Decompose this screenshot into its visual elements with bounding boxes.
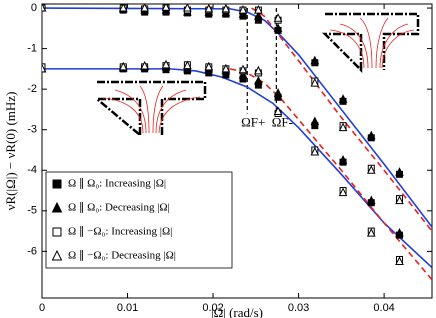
marker — [338, 94, 348, 103]
legend-box — [45, 171, 233, 269]
annotation-label: ΩF+ — [241, 114, 265, 129]
marker — [254, 75, 263, 85]
legend-marker — [51, 201, 63, 213]
marker — [221, 4, 231, 13]
marker — [118, 61, 128, 71]
marker — [310, 116, 320, 126]
y-tick-label: -4 — [27, 164, 37, 176]
marker — [238, 9, 248, 18]
marker — [273, 23, 283, 32]
marker — [395, 195, 404, 205]
legend-marker — [52, 227, 62, 237]
x-tick-label: 0.02 — [202, 302, 223, 314]
marker — [254, 4, 263, 14]
marker — [310, 55, 320, 65]
marker — [221, 63, 231, 73]
x-tick-label: 0.03 — [288, 302, 309, 314]
marker — [254, 65, 263, 75]
x-tick-label: 0.04 — [373, 302, 394, 314]
marker — [42, 4, 47, 12]
marker — [204, 4, 214, 13]
marker — [338, 122, 348, 132]
curve — [42, 7, 432, 228]
y-tick-label: -2 — [27, 83, 37, 95]
marker — [366, 195, 376, 205]
marker — [366, 165, 376, 174]
y-tick-label: -6 — [27, 245, 37, 257]
marker — [310, 77, 320, 87]
marker — [338, 187, 348, 197]
marker — [161, 59, 171, 69]
marker — [338, 155, 348, 164]
marker — [395, 167, 404, 176]
y-tick-label: -1 — [27, 43, 37, 55]
legend-label: Ω ∥ Ω₀: Decreasing |Ω| — [68, 202, 170, 214]
marker — [118, 4, 128, 12]
marker — [273, 13, 283, 22]
marker — [273, 88, 283, 97]
curve — [42, 68, 432, 269]
x-tick-label: 0 — [39, 302, 45, 314]
marker — [140, 60, 149, 70]
y-tick-label: 0 — [31, 2, 37, 14]
legend-label: Ω ∥ −Ω₀: Decreasing |Ω| — [68, 250, 176, 262]
plot-frame — [41, 3, 433, 299]
marker — [42, 63, 47, 73]
annotation-label: ΩF- — [272, 114, 293, 129]
plot-area — [42, 4, 432, 281]
curve — [229, 68, 432, 281]
marker — [183, 60, 192, 70]
x-axis-label: |Ω| (rad/s) — [211, 305, 263, 318]
inset-lower — [93, 80, 207, 138]
legend-marker — [51, 249, 63, 261]
marker — [140, 4, 149, 12]
marker — [238, 69, 248, 79]
marker — [183, 4, 192, 12]
inset-upper — [321, 12, 420, 74]
marker — [395, 256, 404, 266]
legend-marker — [52, 179, 62, 189]
marker — [366, 130, 376, 140]
legend-label: Ω ∥ Ω₀: Increasing |Ω| — [68, 178, 166, 190]
marker — [395, 227, 404, 237]
y-axis-label: νR(|Ω|) − νR(0) (mHz) — [3, 92, 18, 211]
curve — [251, 7, 432, 232]
marker — [238, 64, 248, 74]
marker — [366, 227, 376, 237]
marker — [254, 11, 263, 20]
legend-label: Ω ∥ −Ω₀: Increasing |Ω| — [68, 226, 172, 238]
marker — [204, 61, 214, 71]
marker — [161, 4, 171, 11]
x-tick-label: 0.01 — [117, 302, 138, 314]
y-tick-label: -3 — [27, 124, 37, 136]
y-tick-label: -5 — [27, 205, 37, 217]
marker — [273, 106, 283, 115]
marker — [238, 4, 248, 14]
marker — [310, 146, 320, 156]
